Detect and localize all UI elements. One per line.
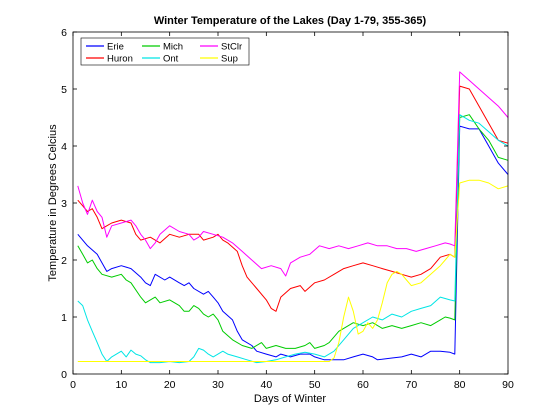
legend-label-mich: Mich bbox=[163, 42, 183, 53]
x-tick-label: 60 bbox=[357, 379, 369, 391]
series-line-sup bbox=[77, 179, 509, 362]
legend-label-erie: Erie bbox=[107, 42, 124, 53]
legend-label-ont: Ont bbox=[163, 54, 179, 65]
y-axis-label: Temperature in Degrees Celcius bbox=[47, 124, 59, 282]
legend-label-sup: Sup bbox=[221, 54, 238, 65]
legend-box bbox=[80, 37, 250, 66]
series-line-stclr bbox=[77, 71, 509, 277]
legend-label-huron: Huron bbox=[107, 54, 133, 65]
x-tick-label: 10 bbox=[115, 379, 127, 391]
y-tick-label: 6 bbox=[61, 27, 67, 39]
y-tick-label: 1 bbox=[61, 312, 67, 324]
series-layer bbox=[77, 71, 509, 364]
x-axis-label: Days of Winter bbox=[254, 393, 326, 405]
x-tick-label: 80 bbox=[454, 379, 466, 391]
series-line-huron bbox=[77, 85, 509, 312]
legend-label-stclr: StClr bbox=[221, 42, 242, 53]
x-tick-label: 50 bbox=[309, 379, 321, 391]
x-tick-label: 20 bbox=[164, 379, 176, 391]
chart-title: Winter Temperature of the Lakes (Day 1-7… bbox=[154, 15, 427, 27]
x-tick-label: 90 bbox=[502, 379, 514, 391]
x-tick-label: 70 bbox=[405, 379, 417, 391]
y-tick-label: 4 bbox=[61, 141, 67, 153]
y-tick-label: 5 bbox=[61, 84, 67, 96]
plot-area bbox=[73, 32, 508, 374]
axis-layer: 0 10 20 30 40 50 60 70 80 90 0 1 2 3 4 5 6 bbox=[61, 27, 514, 391]
x-tick-label: 30 bbox=[212, 379, 224, 391]
x-tick-label: 0 bbox=[70, 379, 76, 391]
series-line-erie bbox=[77, 125, 509, 361]
y-tick-label: 0 bbox=[61, 369, 67, 381]
y-tick-label: 2 bbox=[61, 255, 67, 267]
y-tick-label: 3 bbox=[61, 198, 67, 210]
series-line-ont bbox=[77, 114, 509, 364]
x-tick-label: 40 bbox=[260, 379, 272, 391]
series-line-mich bbox=[77, 114, 509, 349]
